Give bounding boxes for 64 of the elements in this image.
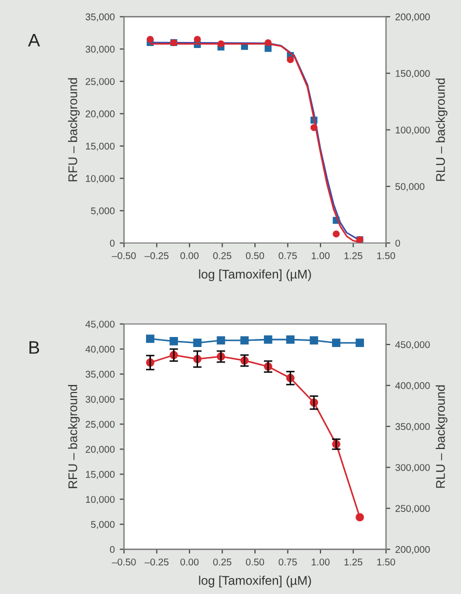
x-tick-label: 1.00 [312,252,330,260]
point [310,124,318,132]
point [356,513,364,522]
x-axis-title: log [Tamoxifen] (µM) [199,269,311,282]
y-tick-label: 10,000 [86,175,115,184]
point [286,56,294,64]
x-tick-label: 0.75 [278,252,297,260]
text: A [28,34,40,46]
x-tick-label: 1.25 [344,558,362,566]
x-tick-label: 1.00 [312,558,330,566]
x-tick-label: –0.50 [112,558,136,566]
y-tick-label: 15,000 [86,470,115,479]
y2-tick-label: 350,000 [395,423,430,432]
y-tick-label: 30,000 [86,46,115,54]
x-tick-label: 1.25 [344,252,362,260]
y-tick-label: 0 [110,240,115,247]
y2-tick-label: 200,000 [396,13,430,22]
x-tick-label: –0.25 [144,252,169,260]
x-tick-label: 1.50 [377,558,396,566]
y2-tick-label: 0 [395,240,400,247]
y-tick-label: 25,000 [86,78,115,86]
y-tick-label: 10,000 [86,496,115,504]
y2-tick-label: 400,000 [395,382,430,390]
point [332,230,340,238]
text: B [29,341,40,354]
y2-axis-title: RLU – background [436,385,448,488]
x-tick-label: 0.25 [213,252,232,260]
x-tick-label: 0.50 [246,252,264,260]
x-tick-label: 0.00 [180,558,199,566]
y-tick-label: 25,000 [86,420,115,429]
x-tick-label: 0.75 [278,558,297,566]
y-tick-label: 35,000 [86,13,115,22]
x-axis-title: log [Tamoxifen] (µM) [199,576,311,588]
x-tick-label: 0.50 [246,558,264,566]
point [146,36,154,43]
y-tick-label: 5,000 [91,521,115,530]
y-tick-label: 45,000 [85,320,115,329]
y2-tick-label: 150,000 [396,70,430,78]
point [264,39,272,46]
y2-tick-label: 100,000 [396,126,430,135]
y-tick-label: 20,000 [86,446,115,454]
x-tick-label: 1.50 [377,252,396,260]
y2-tick-label: 250,000 [396,505,430,514]
y-tick-label: 5,000 [91,207,115,216]
point [264,44,272,52]
y-tick-label: 30,000 [86,396,115,404]
x-tick-label: –0.50 [112,252,136,260]
y-tick-label: 40,000 [85,346,115,354]
x-tick-label: 0.00 [180,252,199,260]
y-tick-label: 0 [110,546,115,553]
point [194,36,201,43]
y-axis-title: RFU – background [68,384,80,488]
y-tick-label: 20,000 [86,110,115,118]
x-tick-label: 0.25 [213,558,232,566]
y2-axis-title: RLU – background [436,78,448,181]
y2-tick-label: 450,000 [395,341,430,350]
y2-tick-label: 200,000 [396,546,430,554]
x-tick-label: –0.25 [144,558,169,566]
y2-tick-label: 50,000 [395,183,424,192]
y-axis-title: RFU – background [68,78,80,182]
point [217,40,224,48]
y-tick-label: 15,000 [86,142,115,151]
y2-tick-label: 300,000 [395,464,430,472]
y-tick-label: 35,000 [86,370,115,379]
